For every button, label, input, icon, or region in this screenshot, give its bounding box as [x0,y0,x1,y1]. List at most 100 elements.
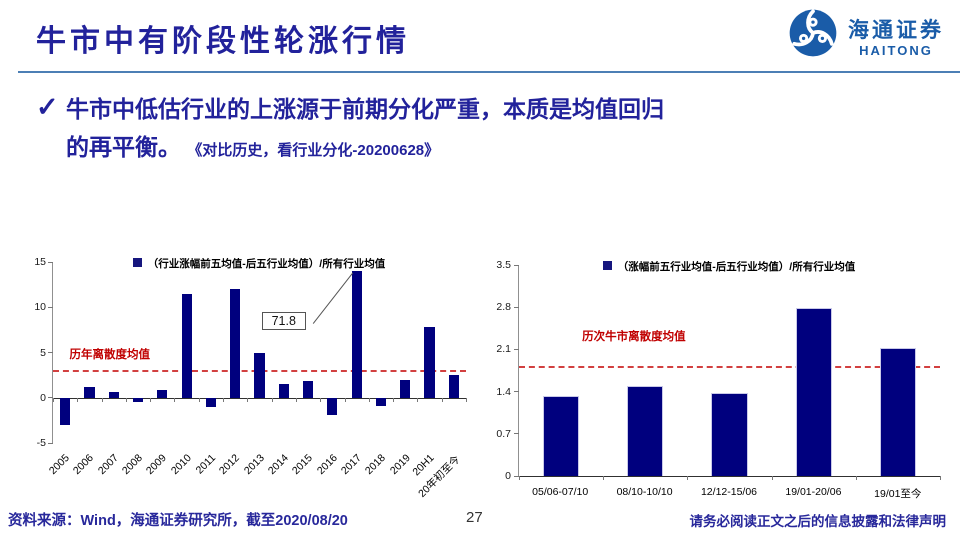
bar-2009 [157,389,168,398]
page-number: 27 [466,509,483,526]
x-tick-mark [441,397,443,402]
bar-05/06-07/10 [542,395,580,476]
y-tick-label: 5 [40,346,46,359]
reference-line [519,366,940,369]
x-tick-label: 2019 [387,452,413,478]
x-tick-mark [320,397,322,402]
x-tick-label: 2006 [70,452,97,478]
x-tick-mark [855,476,857,480]
x-tick-mark [940,476,941,480]
x-tick-mark [247,397,249,402]
y-tick-mark [514,264,519,266]
bullet-line2: 的再平衡。 [66,134,181,160]
y-tick-mark [514,433,519,435]
y-tick-label: 0 [40,391,46,404]
bar-2017 [351,271,362,398]
plot-area: 历次牛市离散度均值 [514,264,941,480]
x-tick-label: 2016 [314,452,340,478]
y-tick-label: 15 [34,256,46,268]
x-tick-label: 2009 [144,452,170,478]
x-tick-mark [101,397,103,402]
x-axis-labels: 2005 2006 2007 2008 2009 2010 2011 2012 2013 2014… [47,448,466,506]
x-tick-mark [77,397,79,402]
y-tick-label: 2.1 [496,343,511,356]
reference-line-label: 历次牛市离散度均值 [582,331,686,344]
x-tick-label: 2014 [265,452,291,478]
footer-source: 资料来源：Wind，海通证券研究所，截至2020/08/20 [8,513,348,529]
legend-label: （涨幅前五行业均值-后五行业均值）/所有行业均值 [617,261,856,273]
y-tick-mark [514,391,519,393]
bullet-text: 牛市中低估行业的上涨源于前期分化严重，本质是均值回归 的再平衡。 《对比历史，看… [66,90,928,170]
y-tick-mark [48,306,53,308]
y-tick-mark [514,306,519,308]
x-tick-label: 2011 [193,452,218,477]
x-tick-mark [368,397,370,402]
y-tick-mark [48,442,53,444]
y-tick-label: -5 [36,437,46,449]
y-tick-mark [48,261,53,263]
x-tick-label: 2017 [338,452,364,478]
x-tick-label: 2013 [241,452,267,478]
bar-12/12-15/06 [711,393,748,476]
y-tick-label: 3.5 [496,259,511,271]
bar-2008 [132,397,144,403]
x-tick-mark [125,397,127,402]
header-divider [18,71,960,73]
bar-2005 [60,397,71,425]
x-tick-mark [417,397,419,402]
x-tick-label: 2005 [46,452,72,478]
x-tick-mark [53,397,54,402]
bar-2007 [108,392,119,398]
bar-20H1 [424,327,435,398]
x-tick-label: 08/10-10/10 [616,486,673,498]
x-tick-mark [393,397,395,402]
bar-2018 [375,397,387,406]
bar-20年初至今 [448,375,459,398]
y-tick-mark [514,348,519,350]
y-axis-labels: 15 10 5 0 -5 [33,256,48,449]
bar-2010 [181,293,192,398]
bar-19/01至今 [879,347,916,476]
chart-legend: （涨幅前五行业均值-后五行业均值）/所有行业均值 [518,259,940,274]
x-tick-mark [344,397,346,402]
y-tick-label: 1.4 [496,385,511,398]
y-tick-mark [514,475,519,477]
x-tick-mark [174,397,176,402]
x-tick-mark [771,476,773,480]
x-tick-mark [687,476,689,480]
bar-2013 [254,352,265,398]
logo-name-en: HAITONG [859,42,933,58]
y-tick-mark [48,397,53,399]
bar-2016 [327,397,338,415]
callout-connector [53,262,466,443]
bar-2014 [278,384,289,398]
bar-2011 [205,397,216,407]
legend-square-icon [602,261,612,270]
haitong-flower-icon [788,8,838,63]
plot-area: 历年离散度均值 71.8 [48,261,467,444]
x-tick-label: 2018 [363,452,389,478]
x-tick-label: 2015 [290,452,316,478]
x-tick-label: 19/01至今 [874,488,922,500]
x-tick-mark [150,397,152,402]
y-axis-labels: 3.5 2.8 2.1 1.4 0.7 0 [488,259,513,482]
x-tick-label: 2008 [119,452,145,478]
bar-2019 [400,379,411,398]
x-tick-mark [603,476,605,480]
y-tick-label: 10 [34,301,46,314]
company-logo: 海通证券 HAITONG [788,8,944,63]
x-axis-labels: 05/06-07/10 08/10-10/10 12/12-15/06 19/01-2… [518,481,940,505]
y-tick-label: 0.7 [496,427,511,440]
check-icon: ✓ [36,92,59,122]
legend-square-icon [132,258,142,267]
y-tick-mark [48,352,53,353]
legend-label: （行业涨幅前五均值-后五行业均值）/所有行业均值 [147,258,386,270]
x-tick-mark [295,397,297,402]
x-tick-label: 05/06-07/10 [532,486,589,498]
logo-name-cn: 海通证券 [848,18,944,42]
chart-industry-dispersion-by-year: （行业涨幅前五均值-后五行业均值）/所有行业均值 15 10 5 0 -5 历年离散度均… [33,252,470,506]
bullet-citation: 《对比历史，看行业分化-20200628》 [187,142,440,159]
bar-08/10-10/10 [627,386,664,476]
bar-2015 [302,381,314,398]
bar-2006 [84,386,95,398]
